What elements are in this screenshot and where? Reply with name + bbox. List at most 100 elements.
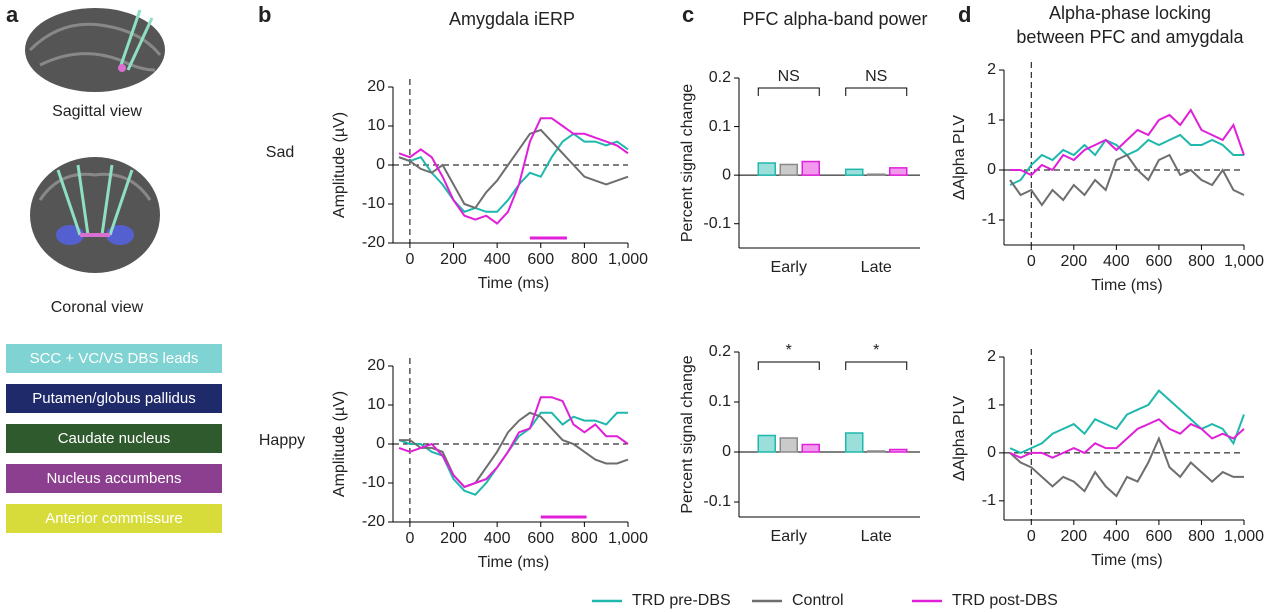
y-tick-label: -10 <box>362 195 385 212</box>
bar <box>845 168 864 176</box>
panel-label: d <box>958 2 971 27</box>
legend-label: Nucleus accumbens <box>46 470 181 487</box>
row-label: Sad <box>266 144 294 161</box>
bar <box>801 160 820 176</box>
y-tick-label: -1 <box>982 211 996 228</box>
x-tick-label: 0 <box>1027 253 1036 270</box>
x-tick-label: 0 <box>1027 528 1036 545</box>
x-tick-label: 1,000 <box>608 530 648 547</box>
y-axis-label: ΔAlpha PLV <box>951 115 968 200</box>
x-tick-label: 1,000 <box>1224 528 1264 545</box>
x-tick-label: 600 <box>1146 528 1173 545</box>
y-axis-label: Percent signal change <box>679 84 696 242</box>
panel-label: b <box>258 2 271 27</box>
bracket <box>757 361 820 370</box>
series-line <box>1010 108 1245 177</box>
y-tick-label: -0.1 <box>703 493 731 510</box>
y-tick-label: 1 <box>987 111 996 128</box>
y-tick-label: 0 <box>987 444 996 461</box>
series-line <box>1009 435 1244 498</box>
series-line <box>1009 418 1245 459</box>
row-label: Happy <box>259 432 305 449</box>
y-tick-label: 0 <box>376 435 385 452</box>
x-tick-label: Early <box>771 259 807 276</box>
bar <box>889 167 908 176</box>
legend-label: Anterior commissure <box>45 510 183 527</box>
x-tick-label: 400 <box>1103 528 1130 545</box>
bracket <box>757 87 820 96</box>
y-tick-label: 1 <box>987 396 996 413</box>
bar <box>867 450 886 453</box>
chart-title: PFC alpha-band power <box>742 9 927 29</box>
x-tick-label: 1,000 <box>608 251 648 268</box>
sagittal-brain <box>25 8 165 92</box>
y-tick-label: 20 <box>367 78 385 95</box>
panel-label: c <box>682 2 694 27</box>
y-axis-label: ΔAlpha PLV <box>951 396 968 481</box>
annotation: NS <box>865 68 887 85</box>
x-axis-label: Time (ms) <box>478 554 549 571</box>
x-tick-label: 800 <box>571 251 598 268</box>
y-tick-label: 2 <box>987 348 996 365</box>
x-axis-label: Time (ms) <box>1091 552 1162 569</box>
x-axis-label: Time (ms) <box>478 275 549 292</box>
series-line <box>398 396 629 489</box>
y-tick-label: -10 <box>362 474 385 491</box>
y-tick-label: 0.2 <box>709 343 731 360</box>
legend-label: TRD post-DBS <box>952 592 1058 609</box>
x-tick-label: 800 <box>1188 253 1215 270</box>
panel-label: a <box>6 2 19 27</box>
series-line <box>398 132 629 213</box>
y-tick-label: 0.1 <box>709 393 731 410</box>
legend-label: Control <box>792 592 844 609</box>
x-tick-label: 600 <box>527 251 554 268</box>
series-line <box>398 117 629 225</box>
x-tick-label: 0 <box>405 530 414 547</box>
y-tick-label: 10 <box>367 117 385 134</box>
coronal-brain <box>30 157 160 273</box>
y-tick-label: 2 <box>987 61 996 78</box>
annotation: * <box>786 342 792 359</box>
bar <box>889 448 908 453</box>
bar <box>867 173 886 176</box>
x-tick-label: 400 <box>484 251 511 268</box>
bar <box>779 437 798 453</box>
series-line <box>1009 153 1245 207</box>
bar <box>845 432 864 453</box>
x-tick-label: 1,000 <box>1224 253 1264 270</box>
chart-title: between PFC and amygdala <box>1016 27 1244 47</box>
x-tick-label: 600 <box>1146 253 1173 270</box>
chart-title: Amygdala iERP <box>449 9 575 29</box>
y-tick-label: 0 <box>376 156 385 173</box>
legend-swatch <box>6 344 222 373</box>
view-label: Coronal view <box>51 299 144 316</box>
y-tick-label: 10 <box>367 396 385 413</box>
legend-label: Putamen/globus pallidus <box>32 390 195 407</box>
bracket <box>845 361 908 370</box>
series-line <box>1009 389 1245 454</box>
y-axis-label: Percent signal change <box>679 355 696 513</box>
y-axis-label: Amplitude (µV) <box>331 391 348 497</box>
x-tick-label: 200 <box>440 251 467 268</box>
y-tick-label: 20 <box>367 357 385 374</box>
x-tick-label: 400 <box>1103 253 1130 270</box>
x-tick-label: 200 <box>1060 528 1087 545</box>
x-tick-label: 600 <box>527 530 554 547</box>
x-tick-label: 800 <box>571 530 598 547</box>
legend-label: SCC + VC/VS DBS leads <box>30 350 199 367</box>
x-tick-label: Late <box>861 528 892 545</box>
x-tick-label: 200 <box>440 530 467 547</box>
legend-swatch <box>6 384 222 413</box>
series-line <box>1009 133 1244 186</box>
bar <box>779 163 798 176</box>
x-tick-label: Early <box>771 528 807 545</box>
legend-swatch <box>6 424 222 453</box>
chart-title: Alpha-phase locking <box>1049 3 1211 23</box>
legend-swatch <box>6 464 222 493</box>
y-axis-label: Amplitude (µV) <box>331 112 348 218</box>
x-tick-label: 400 <box>484 530 511 547</box>
bar <box>757 162 776 176</box>
y-tick-label: -20 <box>362 513 385 530</box>
y-tick-label: 0.2 <box>709 69 731 86</box>
